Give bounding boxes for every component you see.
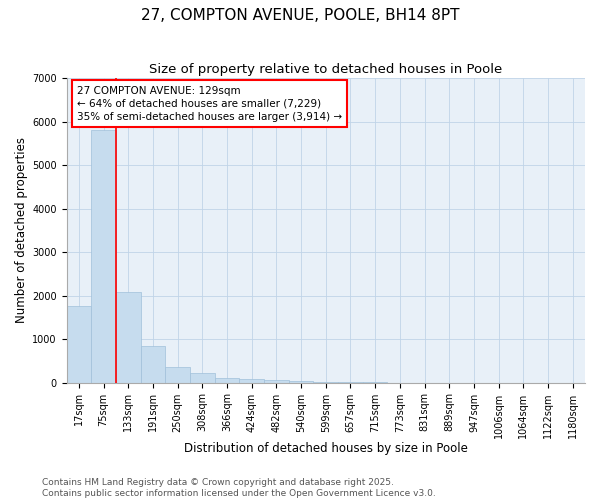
- Title: Size of property relative to detached houses in Poole: Size of property relative to detached ho…: [149, 62, 502, 76]
- X-axis label: Distribution of detached houses by size in Poole: Distribution of detached houses by size …: [184, 442, 467, 455]
- Bar: [289, 381, 313, 382]
- Bar: [116, 292, 140, 382]
- Text: 27 COMPTON AVENUE: 129sqm
← 64% of detached houses are smaller (7,229)
35% of se: 27 COMPTON AVENUE: 129sqm ← 64% of detac…: [77, 86, 342, 122]
- Bar: [190, 374, 215, 382]
- Bar: [91, 130, 116, 382]
- Bar: [140, 346, 165, 382]
- Bar: [239, 380, 264, 382]
- Y-axis label: Number of detached properties: Number of detached properties: [15, 138, 28, 324]
- Bar: [67, 306, 91, 382]
- Text: Contains HM Land Registry data © Crown copyright and database right 2025.
Contai: Contains HM Land Registry data © Crown c…: [42, 478, 436, 498]
- Bar: [165, 367, 190, 382]
- Text: 27, COMPTON AVENUE, POOLE, BH14 8PT: 27, COMPTON AVENUE, POOLE, BH14 8PT: [141, 8, 459, 22]
- Bar: [215, 378, 239, 382]
- Bar: [264, 380, 289, 382]
